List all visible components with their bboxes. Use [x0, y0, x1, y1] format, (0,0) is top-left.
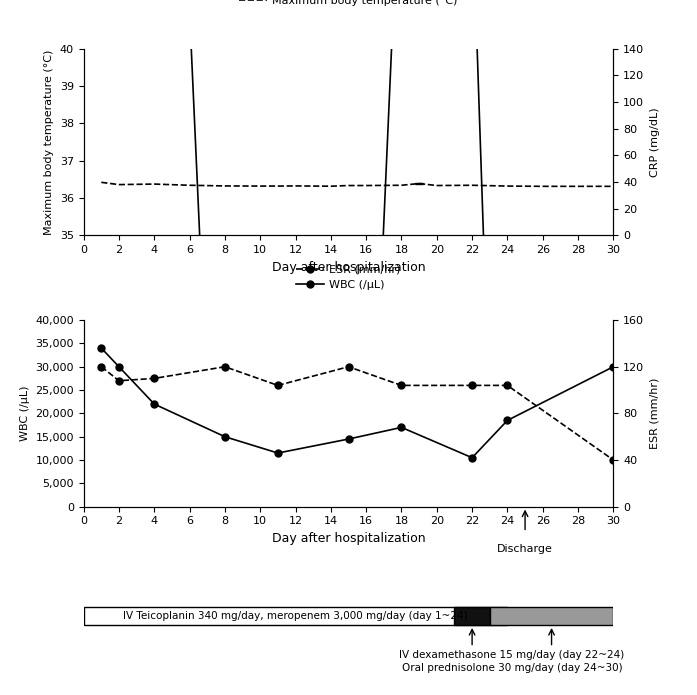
WBC (/μL) [221, 432, 229, 441]
Y-axis label: ESR (mm/hr): ESR (mm/hr) [650, 377, 660, 449]
Maximum body temperature (°C) [468, 181, 476, 190]
Maximum body temperature (°C) [291, 182, 300, 190]
Maximum body temperature (°C) [327, 182, 335, 190]
WBC (/μL) [468, 454, 476, 462]
ESR (mm/hr) [609, 456, 618, 464]
WBC (/μL) [609, 363, 618, 371]
X-axis label: Day after hospitalization: Day after hospitalization [272, 261, 425, 274]
ESR (mm/hr) [397, 382, 406, 390]
X-axis label: Day after hospitalization: Day after hospitalization [272, 532, 425, 545]
Bar [490, 607, 613, 625]
Maximum body temperature (°C) [574, 182, 582, 190]
WBC (/μL) [397, 423, 406, 432]
Maximum body temperature (°C) [115, 181, 123, 189]
Maximum body temperature (°C) [397, 181, 406, 190]
ESR (mm/hr) [274, 382, 282, 390]
ESR (mm/hr) [150, 374, 158, 382]
Maximum body temperature (°C) [362, 181, 370, 190]
ESR (mm/hr) [344, 363, 353, 371]
Line: WBC (/μL): WBC (/μL) [98, 345, 617, 461]
Text: Discharge: Discharge [497, 544, 553, 554]
WBC (/μL) [150, 400, 158, 408]
WBC (/μL) [97, 344, 105, 352]
Maximum body temperature (°C) [256, 182, 264, 190]
Text: IV dexamethasone 15 mg/day (day 22~24): IV dexamethasone 15 mg/day (day 22~24) [399, 650, 625, 660]
WBC (/μL) [274, 449, 282, 457]
Bar [84, 607, 507, 625]
ESR (mm/hr) [115, 377, 123, 385]
Maximum body temperature (°C) [415, 179, 423, 188]
Maximum body temperature (°C) [274, 182, 282, 190]
Maximum body temperature (°C) [609, 182, 618, 190]
Maximum body temperature (°C) [185, 181, 194, 190]
ESR (mm/hr) [221, 363, 229, 371]
ESR (mm/hr) [97, 363, 105, 371]
Y-axis label: WBC (/μL): WBC (/μL) [20, 386, 30, 441]
Maximum body temperature (°C) [433, 181, 441, 190]
Text: IV Teicoplanin 340 mg/day, meropenem 3,000 mg/day (day 1~24): IV Teicoplanin 340 mg/day, meropenem 3,0… [123, 611, 468, 621]
Bar [454, 607, 490, 625]
Maximum body temperature (°C) [503, 182, 512, 190]
Maximum body temperature (°C) [221, 182, 229, 190]
Legend: ESR (mm/hr), WBC (/μL): ESR (mm/hr), WBC (/μL) [292, 261, 405, 295]
Legend: CRP (mg/dL), Maximum body temperature (°C): CRP (mg/dL), Maximum body temperature (°… [235, 0, 462, 10]
ESR (mm/hr) [468, 382, 476, 390]
ESR (mm/hr) [503, 382, 512, 390]
Y-axis label: Maximum body temperature (°C): Maximum body temperature (°C) [44, 49, 54, 235]
Line: Maximum body temperature (°C): Maximum body temperature (°C) [101, 182, 613, 186]
Text: Oral prednisolone 30 mg/day (day 24~30): Oral prednisolone 30 mg/day (day 24~30) [401, 663, 622, 673]
Y-axis label: CRP (mg/dL): CRP (mg/dL) [650, 107, 660, 177]
WBC (/μL) [344, 435, 353, 443]
Line: CRP (mg/dL): CRP (mg/dL) [97, 0, 618, 695]
Maximum body temperature (°C) [150, 180, 158, 188]
Maximum body temperature (°C) [97, 178, 105, 186]
Maximum body temperature (°C) [344, 181, 353, 190]
Maximum body temperature (°C) [539, 182, 547, 190]
WBC (/μL) [503, 416, 512, 425]
WBC (/μL) [115, 363, 123, 371]
Line: ESR (mm/hr): ESR (mm/hr) [98, 363, 617, 464]
